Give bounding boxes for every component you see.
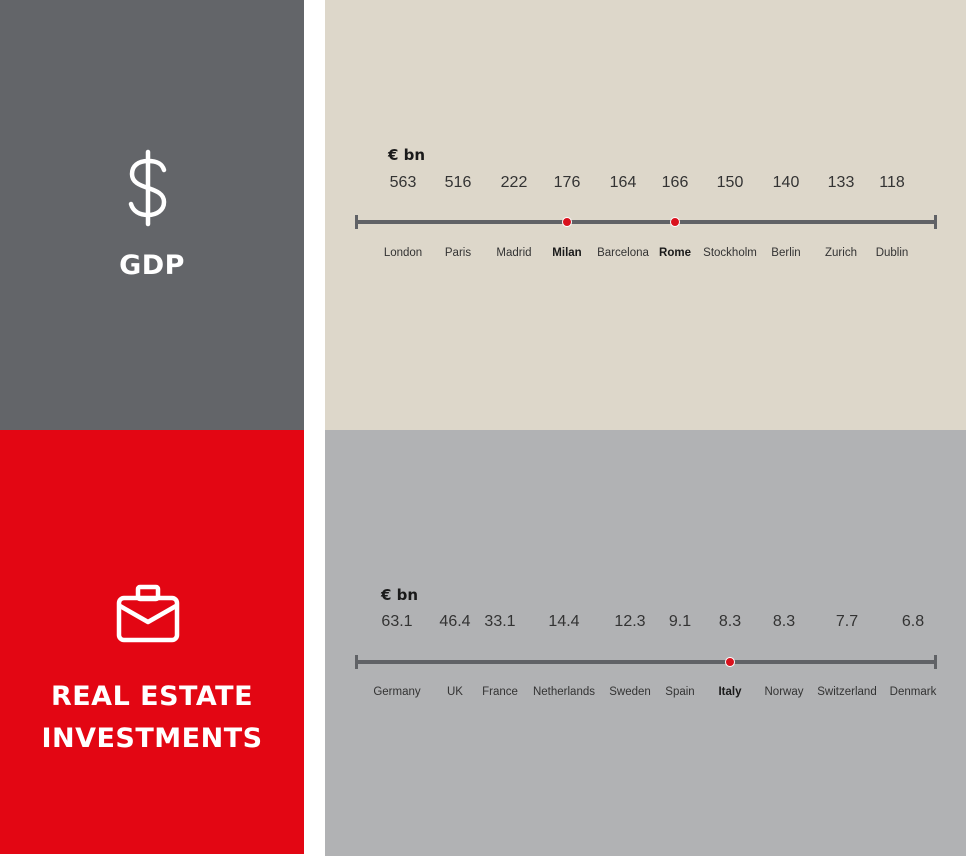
data-value: 8.3 — [772, 613, 796, 630]
data-value: 63.1 — [381, 613, 413, 630]
category-label: Rome — [659, 247, 691, 259]
data-value: 563 — [389, 174, 417, 191]
axis-line — [355, 660, 937, 664]
data-value: 140 — [772, 174, 800, 191]
data-value: 164 — [609, 174, 637, 191]
unit-label: € bn — [381, 586, 419, 604]
data-value: 166 — [661, 174, 689, 191]
data-value: 150 — [716, 174, 744, 191]
data-value: 14.4 — [548, 613, 580, 630]
category-label: UK — [447, 686, 463, 698]
real-estate-chart-area — [325, 430, 966, 856]
category-label: Switzerland — [817, 686, 877, 698]
axis-end-cap — [934, 215, 937, 229]
highlight-marker — [562, 217, 572, 227]
category-label: Barcelona — [597, 247, 649, 259]
highlight-marker — [725, 657, 735, 667]
data-value: 46.4 — [439, 613, 471, 630]
axis-start-cap — [355, 215, 358, 229]
axis-start-cap — [355, 655, 358, 669]
category-label: Dublin — [875, 247, 909, 259]
data-value: 133 — [827, 174, 855, 191]
gdp-title: GDP — [119, 250, 185, 281]
data-value: 176 — [553, 174, 581, 191]
category-label: London — [383, 247, 423, 259]
real-estate-title: REAL ESTATE INVESTMENTS — [0, 676, 304, 760]
data-value: 516 — [444, 174, 472, 191]
highlight-marker — [670, 217, 680, 227]
data-value: 7.7 — [835, 613, 859, 630]
category-label: Spain — [665, 686, 695, 698]
briefcase-icon — [112, 582, 184, 646]
data-value: 118 — [879, 174, 905, 191]
data-value: 33.1 — [484, 613, 516, 630]
data-value: 8.3 — [718, 613, 742, 630]
real-estate-title-line-2: INVESTMENTS — [41, 723, 263, 754]
data-value: 9.1 — [668, 613, 692, 630]
category-label: Stockholm — [703, 247, 757, 259]
unit-label: € bn — [388, 146, 426, 164]
data-value: 6.8 — [901, 613, 925, 630]
category-label: Berlin — [771, 247, 801, 259]
gdp-chart-area — [325, 0, 966, 430]
axis-end-cap — [934, 655, 937, 669]
category-label: Milan — [552, 247, 582, 259]
category-label: Germany — [373, 686, 421, 698]
category-label: Zurich — [825, 247, 857, 259]
category-label: Norway — [764, 686, 804, 698]
dollar-icon — [118, 148, 178, 228]
category-label: Madrid — [496, 247, 532, 259]
category-label: Paris — [444, 247, 472, 259]
axis-line — [355, 220, 937, 224]
category-label: France — [482, 686, 518, 698]
category-label: Netherlands — [532, 686, 595, 698]
category-label: Sweden — [609, 686, 651, 698]
real-estate-title-line-1: REAL ESTATE — [50, 681, 254, 712]
data-value: 222 — [500, 174, 528, 191]
data-value: 12.3 — [614, 613, 646, 630]
category-label: Italy — [718, 686, 742, 698]
category-label: Denmark — [889, 686, 937, 698]
